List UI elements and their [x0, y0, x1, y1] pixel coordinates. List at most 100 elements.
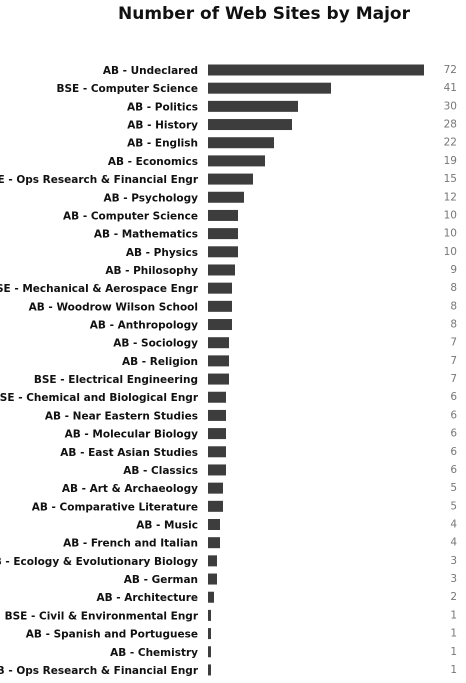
bar	[208, 646, 211, 658]
category-label: BSE - Ops Research & Financial Engr	[0, 174, 199, 186]
value-label: 6	[450, 409, 457, 421]
bar	[208, 500, 223, 512]
bar	[208, 82, 331, 94]
category-label: BSE - Civil & Environmental Engr	[5, 610, 199, 622]
value-label: 8	[450, 300, 457, 312]
value-label: 10	[444, 209, 457, 221]
bar	[208, 119, 292, 131]
value-label: 3	[450, 573, 457, 585]
value-label: 1	[450, 609, 457, 621]
category-label: AB - Anthropology	[90, 320, 198, 332]
bar	[208, 664, 211, 676]
value-label: 2	[450, 591, 457, 603]
bar	[208, 246, 238, 258]
category-label: AB - Chemistry	[110, 647, 198, 659]
bar	[208, 228, 238, 240]
category-label: BSE - Chemical and Biological Engr	[0, 392, 199, 404]
category-label: AB - Architecture	[96, 592, 198, 604]
bar	[208, 191, 244, 203]
category-label: BSE - Mechanical & Aerospace Engr	[0, 283, 199, 295]
bar	[208, 391, 226, 403]
bar	[208, 64, 424, 76]
value-label: 28	[444, 119, 457, 131]
value-label: 1	[450, 646, 457, 658]
value-label: 22	[444, 137, 457, 149]
value-label: 1	[450, 664, 457, 676]
category-label: AB - Computer Science	[63, 210, 198, 222]
category-label: AB - Psychology	[104, 192, 199, 204]
value-label: 7	[450, 373, 457, 385]
bar	[208, 537, 220, 549]
bar	[208, 264, 235, 276]
value-label: 8	[450, 319, 457, 331]
category-label: AB - Politics	[127, 101, 198, 113]
category-label: AB - Ecology & Evolutionary Biology	[0, 556, 198, 568]
bar	[208, 300, 232, 312]
value-label: 1	[450, 628, 457, 640]
category-label: AB - Sociology	[113, 338, 198, 350]
value-label: 3	[450, 555, 457, 567]
category-label: AB - History	[127, 120, 198, 132]
value-label: 7	[450, 355, 457, 367]
bar	[208, 482, 223, 494]
value-label: 9	[450, 264, 457, 276]
bar	[208, 519, 220, 530]
bar	[208, 319, 232, 331]
bar	[208, 446, 226, 458]
value-label: 72	[444, 64, 457, 76]
bar	[208, 373, 229, 385]
category-label: AB - Classics	[123, 465, 198, 477]
bar	[208, 173, 253, 185]
bar	[208, 428, 226, 440]
value-label: 5	[450, 482, 457, 494]
value-label: 15	[444, 173, 457, 185]
category-label: AB - Molecular Biology	[65, 429, 199, 441]
category-label: AB - Comparative Literature	[32, 501, 198, 513]
bar	[208, 137, 274, 149]
category-label: AB - Art & Archaeology	[62, 483, 198, 495]
category-label: AB - Religion	[122, 356, 198, 368]
category-label: BSE - Computer Science	[56, 83, 198, 95]
category-label: AB - Woodrow Wilson School	[29, 301, 198, 313]
category-label: AB - Philosophy	[105, 265, 198, 277]
bar	[208, 355, 229, 367]
value-label: 30	[444, 100, 457, 112]
bar	[208, 409, 226, 421]
category-label: AB - East Asian Studies	[60, 447, 198, 459]
value-label: 12	[444, 191, 457, 203]
value-label: 6	[450, 464, 457, 476]
category-label: AB - French and Italian	[63, 538, 198, 550]
category-label: AB - Spanish and Portuguese	[26, 629, 198, 641]
category-label: AB - Near Eastern Studies	[45, 410, 198, 422]
bar	[208, 573, 217, 585]
value-label: 6	[450, 428, 457, 440]
value-label: 6	[450, 446, 457, 458]
category-label: AB - Ops Research & Financial Engr	[0, 665, 199, 677]
category-label: BSE - Electrical Engineering	[34, 374, 198, 386]
bar	[208, 555, 217, 567]
value-label: 10	[444, 246, 457, 258]
bar	[208, 609, 211, 621]
category-label: AB - Physics	[126, 247, 198, 259]
bar	[208, 464, 226, 476]
value-label: 4	[450, 537, 457, 549]
value-label: 41	[444, 82, 457, 94]
bar	[208, 628, 211, 640]
value-label: 6	[450, 391, 457, 403]
bar	[208, 591, 214, 603]
bar	[208, 209, 238, 221]
bar	[208, 337, 229, 349]
value-label: 10	[444, 228, 457, 240]
value-label: 5	[450, 500, 457, 512]
value-label: 19	[444, 155, 457, 167]
bar	[208, 282, 232, 294]
category-label: AB - Undeclared	[103, 65, 198, 77]
bar	[208, 155, 265, 167]
category-label: AB - English	[127, 138, 198, 150]
value-label: 4	[450, 519, 457, 531]
category-label: AB - Economics	[108, 156, 198, 168]
bar	[208, 100, 298, 112]
value-label: 7	[450, 337, 457, 349]
